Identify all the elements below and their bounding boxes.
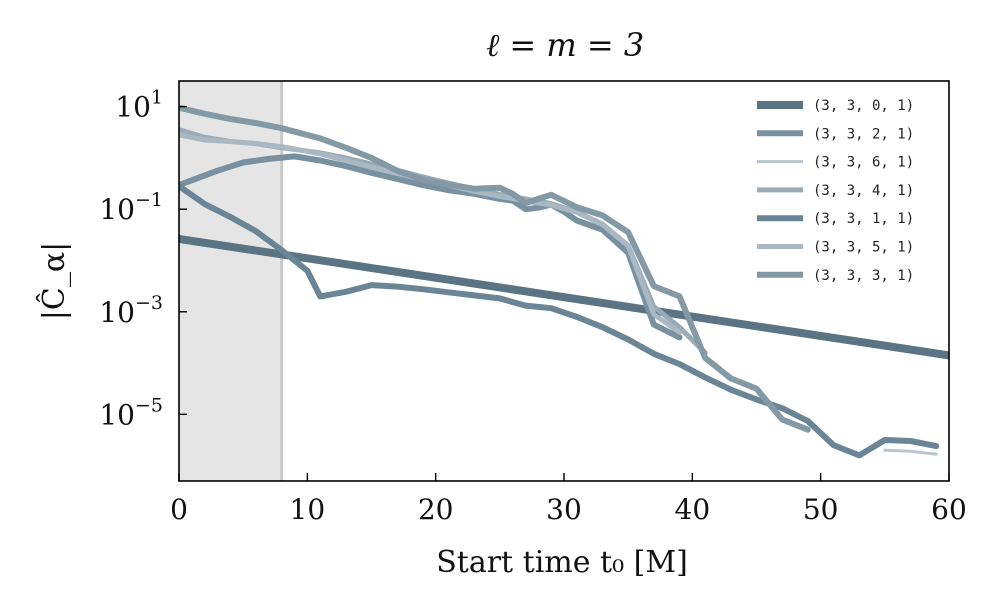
legend-label: (3, 3, 0, 1): [813, 98, 914, 114]
y-tick-label: 10−3: [99, 292, 163, 329]
x-tick-label: 60: [931, 493, 967, 526]
x-tick-label: 10: [290, 493, 326, 526]
legend-label: (3, 3, 1, 1): [813, 211, 914, 227]
x-tick-label: 40: [675, 493, 711, 526]
y-tick-label: 101: [115, 87, 163, 124]
chart-title: ℓ = m = 3: [486, 26, 644, 64]
y-axis-label: |Ĉ_α|: [36, 242, 72, 320]
ticks-layer: 0 10 20 30 40 50 60 101 10−1 10−3 10−5: [99, 87, 966, 526]
y-tick-label: 10−5: [99, 394, 163, 431]
legend-label: (3, 3, 3, 1): [813, 268, 914, 284]
series-line-0: [179, 234, 949, 360]
legend-label: (3, 3, 2, 1): [813, 126, 914, 142]
series-line-2: [883, 448, 938, 456]
series-line-6: [179, 104, 811, 433]
y-tick-label: 10−1: [99, 189, 163, 226]
x-tick-label: 50: [803, 493, 839, 526]
legend-label: (3, 3, 4, 1): [813, 183, 914, 199]
legend-label: (3, 3, 6, 1): [813, 155, 914, 171]
legend-label: (3, 3, 5, 1): [813, 240, 914, 256]
excluded-region-shade: [179, 81, 282, 481]
x-tick-label: 0: [170, 493, 188, 526]
series-layer: [179, 104, 949, 459]
series-line-4: [179, 183, 940, 459]
x-tick-label: 20: [418, 493, 454, 526]
x-axis-label: Start time t₀ [M]: [436, 545, 688, 580]
x-tick-label: 30: [546, 493, 582, 526]
legend: (3, 3, 0, 1) (3, 3, 2, 1) (3, 3, 6, 1) (3, …: [757, 98, 914, 284]
